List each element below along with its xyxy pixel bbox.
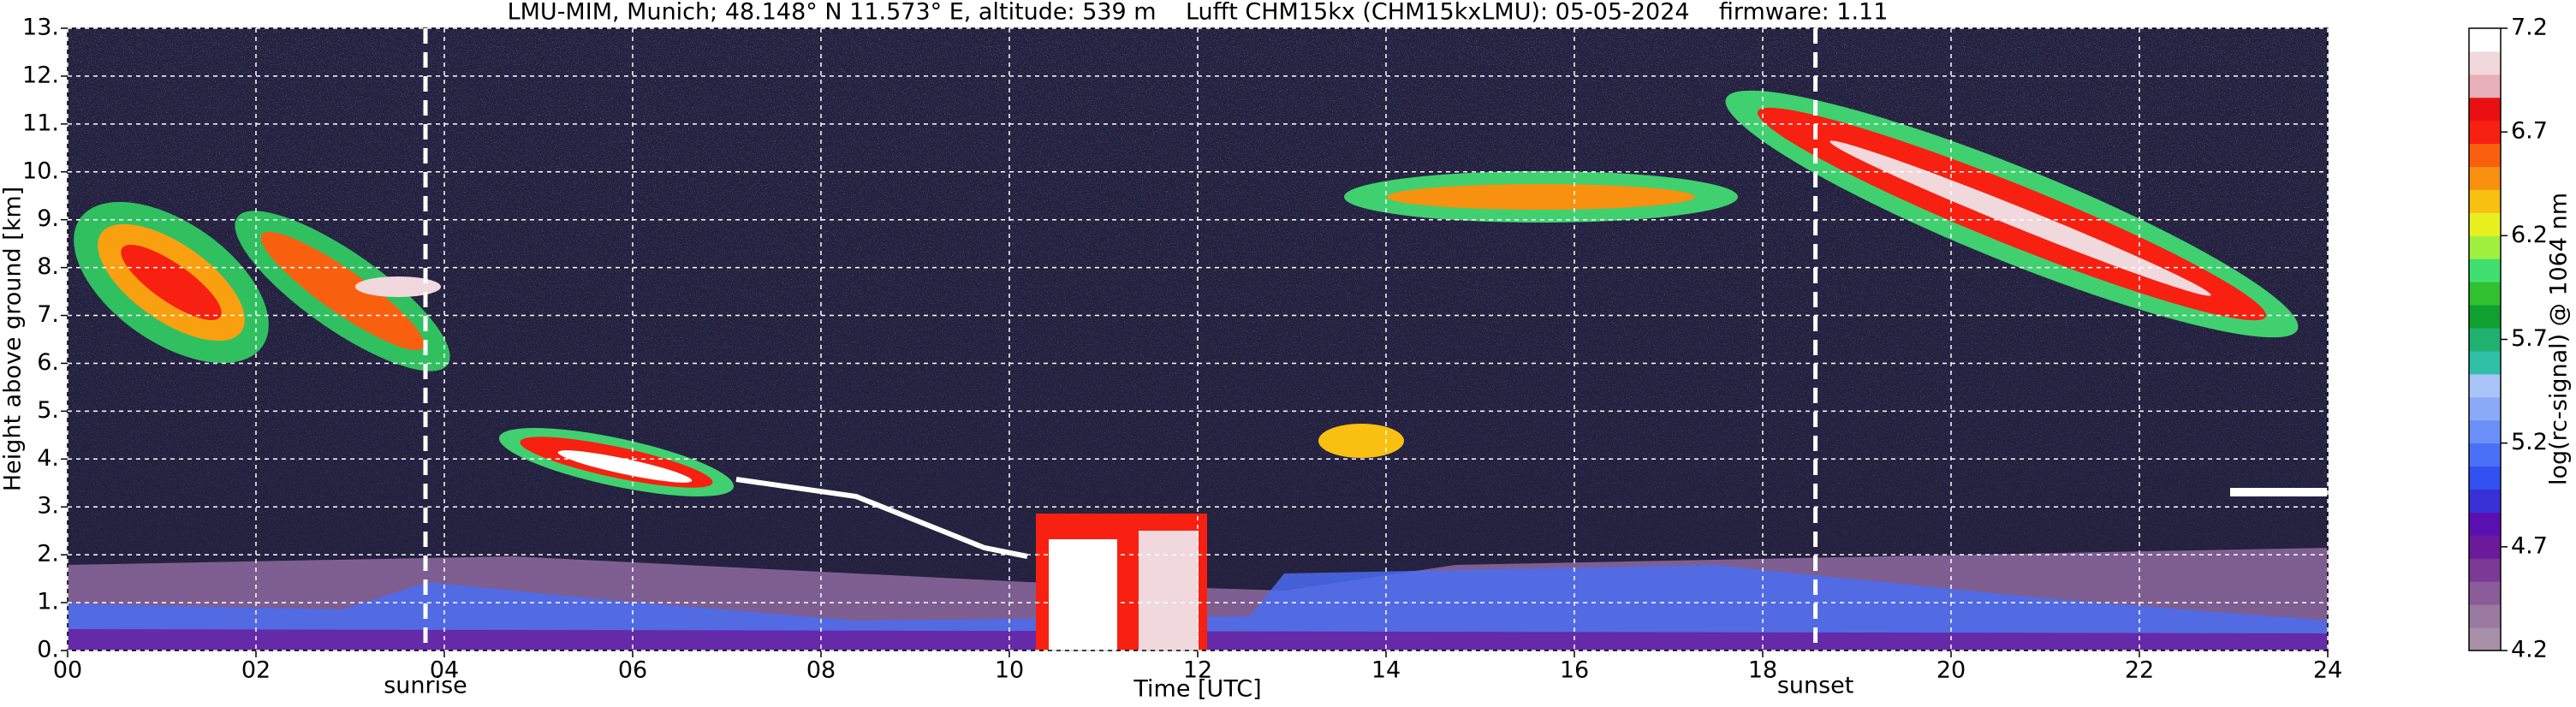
colorbar-swatch bbox=[2469, 604, 2501, 628]
colorbar-swatch bbox=[2469, 489, 2501, 513]
x-tick-label: 24 bbox=[2313, 657, 2342, 684]
colorbar-swatch bbox=[2469, 282, 2501, 306]
x-tick-label: 20 bbox=[1936, 657, 1966, 684]
y-tick-label: 11. bbox=[22, 110, 59, 136]
colorbar-swatch bbox=[2469, 466, 2501, 490]
y-tick-label: 6. bbox=[37, 349, 59, 376]
colorbar-swatch bbox=[2469, 50, 2501, 75]
x-tick-label: 00 bbox=[53, 657, 82, 684]
colorbar-swatch bbox=[2469, 535, 2501, 559]
x-axis-label: Time [UTC] bbox=[1133, 676, 1261, 703]
colorbar-tick-label: 6.7 bbox=[2511, 118, 2548, 145]
y-tick-label: 4. bbox=[37, 445, 59, 472]
colorbar-swatch bbox=[2469, 627, 2501, 651]
y-axis-label: Height above ground [km] bbox=[0, 187, 27, 491]
colorbar-swatch bbox=[2469, 74, 2501, 98]
colorbar-swatch bbox=[2469, 235, 2501, 259]
x-tick-label: 06 bbox=[618, 657, 647, 684]
x-tick-label: 08 bbox=[806, 657, 836, 684]
chart-title: LMU-MIM, Munich; 48.148° N 11.573° E, al… bbox=[508, 0, 1889, 26]
colorbar-swatch bbox=[2469, 350, 2501, 375]
y-tick-label: 5. bbox=[37, 397, 59, 424]
x-tick-label: 10 bbox=[995, 657, 1024, 684]
colorbar-swatch bbox=[2469, 305, 2501, 329]
y-tick-label: 13. bbox=[22, 15, 59, 41]
field bbox=[68, 28, 2328, 651]
colorbar-swatch bbox=[2469, 558, 2501, 582]
colorbar-swatch bbox=[2469, 373, 2501, 398]
y-tick-label: 2. bbox=[37, 541, 59, 567]
colorbar-swatch bbox=[2469, 166, 2501, 190]
colorbar-swatch bbox=[2469, 258, 2501, 282]
x-tick-label: 02 bbox=[241, 657, 271, 684]
y-tick-label: 1. bbox=[37, 589, 59, 615]
colorbar-tick-label: 4.2 bbox=[2511, 637, 2548, 663]
y-tick-label: 7. bbox=[37, 301, 59, 328]
colorbar-swatch bbox=[2469, 581, 2501, 605]
annotation-label: sunset bbox=[1777, 673, 1854, 699]
x-tick-label: 12 bbox=[1183, 657, 1212, 684]
colorbar-tick-label: 5.7 bbox=[2511, 325, 2548, 352]
colorbar-swatch bbox=[2469, 212, 2501, 236]
colorbar-tick-label: 7.2 bbox=[2511, 15, 2548, 41]
colorbar-swatch bbox=[2469, 143, 2501, 168]
colorbar-tick-label: 4.7 bbox=[2511, 532, 2548, 559]
annotation-label: sunrise bbox=[384, 673, 467, 699]
colorbar-label: log(rc-signal) @ 1064 nm bbox=[2546, 193, 2573, 485]
x-tick-label: 14 bbox=[1371, 657, 1401, 684]
colorbar-swatch bbox=[2469, 120, 2501, 145]
clouds bbox=[74, 90, 2328, 651]
y-tick-label: 9. bbox=[37, 205, 59, 232]
y-tick-label: 0. bbox=[37, 637, 59, 663]
x-tick-label: 04 bbox=[430, 657, 459, 684]
colorbar-swatch bbox=[2469, 396, 2501, 421]
colorbar-swatch bbox=[2469, 328, 2501, 352]
y-tick-label: 8. bbox=[37, 253, 59, 280]
x-tick-label: 18 bbox=[1748, 657, 1777, 684]
colorbar-swatch bbox=[2469, 97, 2501, 122]
x-tick-label: 16 bbox=[1560, 657, 1589, 684]
colorbar-tick-label: 6.2 bbox=[2511, 222, 2548, 248]
colorbar-swatch bbox=[2469, 443, 2501, 467]
colorbar-swatch bbox=[2469, 512, 2501, 536]
x-tick-label: 22 bbox=[2125, 657, 2154, 684]
y-tick-label: 10. bbox=[22, 157, 59, 184]
y-tick-label: 3. bbox=[37, 493, 59, 520]
colorbar-swatch bbox=[2469, 189, 2501, 213]
colorbar-tick-label: 5.2 bbox=[2511, 429, 2548, 455]
y-tick-label: 12. bbox=[22, 62, 59, 88]
colorbar-swatch bbox=[2469, 419, 2501, 444]
colorbar-swatch bbox=[2469, 28, 2501, 52]
